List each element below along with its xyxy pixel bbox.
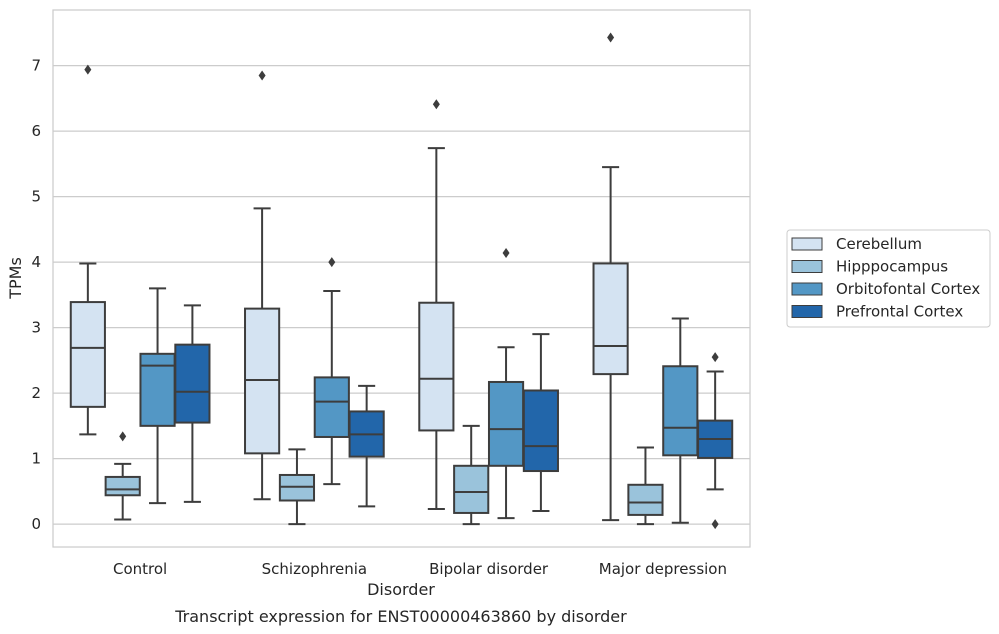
box-iqr bbox=[69, 301, 106, 408]
box-orbitofontal-cortex bbox=[139, 287, 176, 505]
box-hipppocampus bbox=[627, 446, 664, 526]
legend: Cerebellum Hipppocampus Orbitofontal Corte… bbox=[786, 229, 991, 328]
outlier-point bbox=[328, 257, 336, 268]
y-axis-label: TPMs bbox=[6, 257, 25, 300]
box-orbitofontal-cortex bbox=[662, 317, 699, 524]
legend-swatch bbox=[791, 282, 823, 296]
legend-swatch bbox=[791, 237, 823, 251]
y-tick-label: 6 bbox=[31, 122, 41, 140]
box-groups bbox=[69, 32, 734, 530]
outlier-point bbox=[258, 70, 266, 81]
box-orbitofontal-cortex bbox=[313, 257, 350, 486]
box-iqr bbox=[662, 365, 699, 457]
y-tick-label: 3 bbox=[31, 319, 41, 337]
x-tick-label: Major depression bbox=[599, 560, 727, 578]
x-axis-label: Disorder bbox=[367, 580, 435, 599]
legend-entry: Cerebellum bbox=[836, 235, 922, 253]
box-cerebellum bbox=[244, 70, 281, 501]
x-tick-label: Bipolar disorder bbox=[429, 560, 549, 578]
box-prefrontal-cortex bbox=[522, 333, 559, 512]
y-tick-label: 2 bbox=[31, 384, 41, 402]
legend-swatch bbox=[791, 260, 823, 273]
box-cerebellum bbox=[592, 32, 629, 522]
box-iqr bbox=[313, 376, 350, 438]
legend-entry: Hipppocampus bbox=[836, 258, 948, 276]
box-iqr bbox=[453, 464, 490, 514]
box-iqr bbox=[627, 483, 664, 516]
y-tick-label: 7 bbox=[31, 57, 41, 75]
box-prefrontal-cortex bbox=[697, 352, 734, 530]
y-tick-label: 5 bbox=[31, 188, 41, 206]
box-cerebellum bbox=[69, 64, 106, 436]
x-tick-labels: Control Schizophrenia Bipolar disorder Majo… bbox=[113, 560, 727, 578]
box-iqr bbox=[418, 301, 455, 432]
legend-entry: Orbitofontal Cortex bbox=[836, 280, 980, 298]
legend-swatch bbox=[791, 305, 823, 318]
outlier-point bbox=[711, 352, 719, 363]
box-prefrontal-cortex bbox=[174, 304, 211, 503]
outlier-point bbox=[607, 32, 615, 43]
plot-frame bbox=[52, 9, 751, 548]
box-iqr bbox=[592, 262, 629, 376]
chart-caption: Transcript expression for ENST0000046386… bbox=[174, 607, 627, 626]
plot-background bbox=[53, 10, 750, 547]
legend-frame bbox=[786, 229, 991, 328]
box-cerebellum bbox=[418, 99, 455, 511]
outlier-point bbox=[84, 64, 92, 75]
outlier-point bbox=[711, 519, 719, 530]
y-tick-label: 4 bbox=[31, 253, 41, 271]
box-iqr bbox=[522, 389, 559, 473]
box-iqr bbox=[487, 380, 525, 467]
outlier-point bbox=[119, 431, 127, 442]
box-prefrontal-cortex bbox=[348, 384, 385, 508]
y-tick-label: 1 bbox=[31, 450, 41, 468]
outlier-point bbox=[502, 247, 510, 258]
legend-entry: Prefrontal Cortex bbox=[836, 303, 963, 321]
box-iqr bbox=[104, 475, 141, 497]
y-tick-labels: 0 1 2 3 4 5 6 7 bbox=[31, 57, 41, 533]
box-orbitofontal-cortex bbox=[487, 247, 525, 520]
box-hipppocampus bbox=[453, 424, 490, 526]
box-hipppocampus bbox=[104, 431, 141, 521]
x-tick-label: Schizophrenia bbox=[262, 560, 367, 578]
x-tick-label: Control bbox=[113, 560, 167, 578]
outlier-point bbox=[432, 99, 440, 110]
y-tick-label: 0 bbox=[31, 515, 41, 533]
box-iqr bbox=[174, 343, 211, 424]
box-hipppocampus bbox=[278, 448, 316, 526]
